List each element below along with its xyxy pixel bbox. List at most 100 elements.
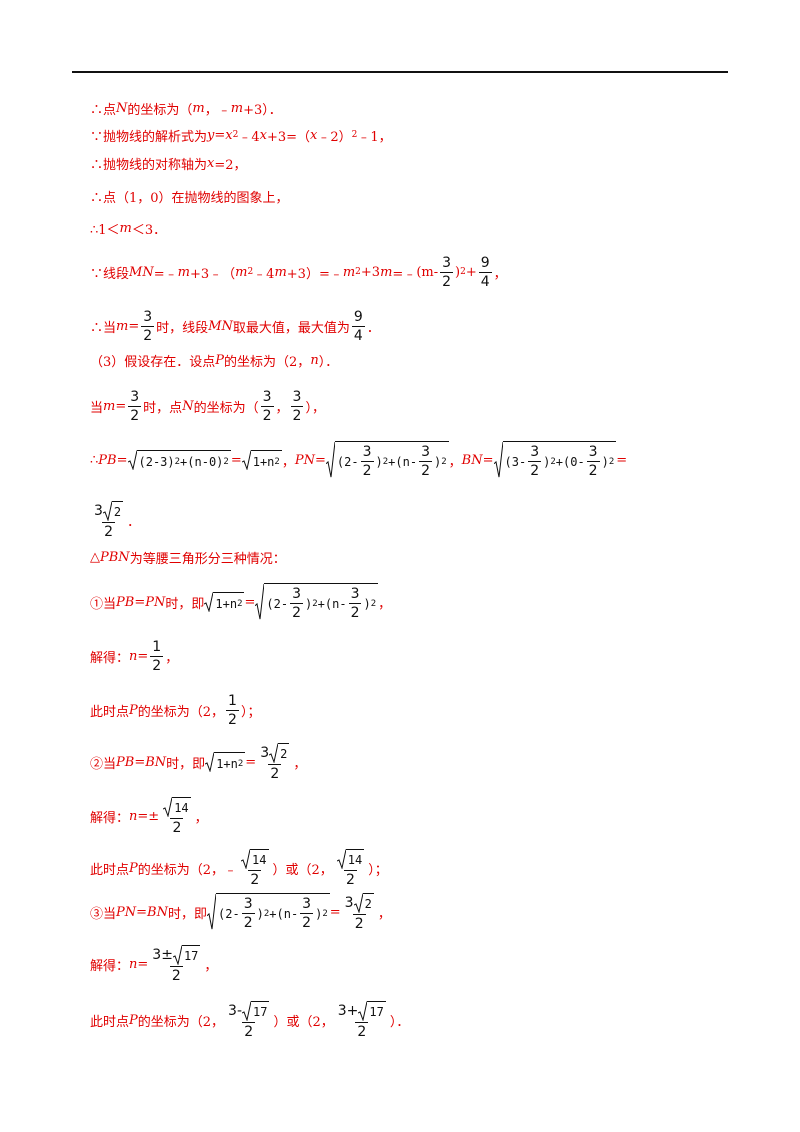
text: +3=（ [266,129,311,145]
radicand: 1+n 2 [250,450,282,470]
denominator: 2 [128,405,142,424]
variable: PB [116,594,135,610]
radical: 17 [242,1000,270,1021]
text: 3 [243,896,253,912]
text: 2 [130,407,140,424]
text: (2- [266,596,289,611]
numerator: 9 [479,255,492,272]
text: 3 [442,254,452,271]
text: △ [90,549,100,565]
text: ， [281,454,295,470]
text-line: 此时点 P 的坐标为（2，﹣ 14 2 ）或（2， 14 2）； [90,848,388,888]
denominator: 2 [344,869,357,888]
variable: m [116,318,129,334]
numerator: 3 [128,389,141,406]
radical-sign [205,752,214,772]
text: ∴ [90,452,99,468]
radicand: 17 [181,944,201,965]
superscript: 2 [247,267,254,277]
radical: 14 [163,796,191,817]
text: 3 [362,444,372,460]
denominator: 2 [241,913,255,931]
numerator: 3+ 17 [336,1000,388,1022]
text: ﹣2） [317,129,352,145]
radical: 14 [337,848,365,869]
radical: 17 [173,944,201,965]
denominator: 2 [102,521,116,540]
text: ， [165,650,179,666]
top-rule [72,71,728,73]
superscript: 2 [382,456,389,467]
numerator: 3 [419,444,432,461]
radical: 1+n 2 [204,592,245,612]
variable: PB [98,452,117,468]
radical-sign [494,441,503,479]
text: 1+n [252,454,275,469]
denominator: 2 [226,709,239,728]
superscript: 2 [322,908,328,919]
text: 2 [152,657,162,674]
text: ∴抛物线的对称轴为 [90,157,208,173]
text: ) [375,454,383,469]
text: ）． [318,354,339,370]
radical-sign [337,849,346,869]
denominator: 2 [150,655,164,674]
text-line: ∴当 m = 3 2 时，线段 MN 取最大值，最大值为 9 4 ． [90,306,380,346]
superscript: 2 [263,908,270,919]
text: ∴点（1，0）在抛物线的图象上， [90,190,289,206]
radical-sign [269,743,278,763]
text: 4 [480,273,490,290]
text: 的坐标为（ [127,102,193,118]
text: +3）． [243,102,282,118]
radical-sign [255,583,264,621]
numerator: 3- 17 [226,1000,271,1022]
denominator: 2 [290,405,304,424]
text-line: 此时点 P 的坐标为（2， 1 2）； [90,690,260,730]
text: 3 [350,586,360,602]
text: 2 [362,463,372,479]
text: ， [377,906,391,922]
radicand: 14 [250,848,269,869]
text: ）； [240,704,261,720]
radical: (2-3) 2 +(n-0) 2 [128,450,231,470]
radical-sign [242,1001,251,1021]
text: 2 [354,915,364,932]
text: = [128,318,140,334]
variable: PN [294,452,315,468]
text: ③当 [90,906,117,922]
denominator: 2 [268,763,282,782]
text: = [116,452,128,468]
text: ) [601,454,609,469]
numerator: 3 [361,444,374,461]
text: ∵抛物线的解析式为 [90,129,208,145]
text: (2- [336,454,359,469]
text: ∵线段 [90,266,130,282]
text: （3）假设存在．设点 [90,354,216,370]
text: +3﹣（ [189,266,236,282]
text-line: ∵抛物线的解析式为 y = x 2 ﹣4 x +3=（ x ﹣2） 2 ﹣1， [90,115,392,155]
text: ) [305,596,313,611]
radical-sign [241,849,250,869]
text: = [137,956,149,972]
text: ． [366,320,380,336]
variable: n [129,648,138,664]
text: 的坐标为（ [193,400,259,416]
text: 2 [280,747,288,761]
variable: MN [129,264,154,280]
fraction: 14 2 [335,848,366,888]
text: 2 [143,327,153,344]
denominator: 4 [351,325,365,344]
radical: 14 [241,848,269,869]
text: ) [433,454,442,469]
text-line: ∴抛物线的对称轴为 x =2， [90,143,247,183]
text: ﹣1， [357,129,392,145]
radical: 2 [269,742,290,763]
variable: x [259,127,267,143]
numerator: 1 [226,693,239,710]
